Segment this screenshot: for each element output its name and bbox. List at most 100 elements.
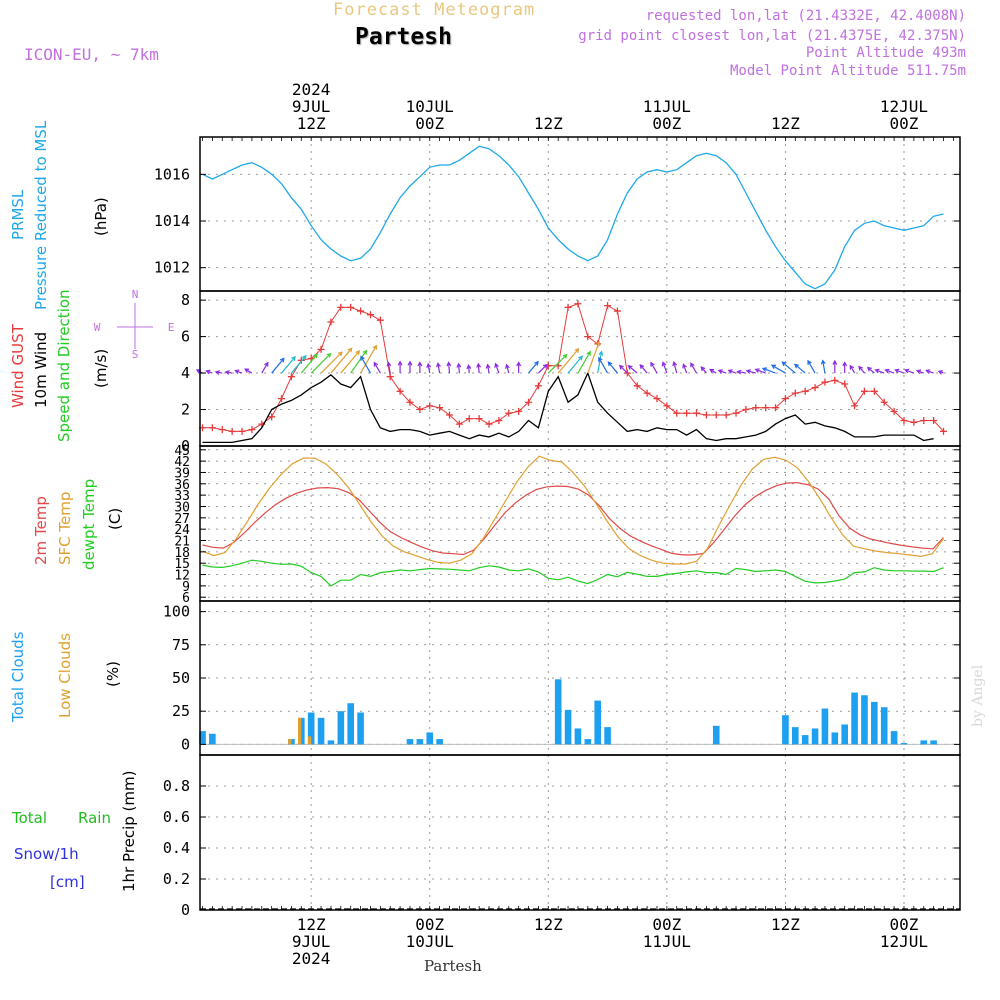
wind-direction-arrow <box>537 363 548 374</box>
wind-direction-arrow <box>842 361 848 374</box>
cloud-bar-total <box>851 692 858 745</box>
gust-marker <box>218 426 226 434</box>
gust-line <box>202 303 944 432</box>
cloud-bar-total <box>327 740 335 745</box>
time-label-top: 00Z <box>652 114 681 133</box>
wind-direction-arrow <box>516 361 522 374</box>
wind-direction-arrow <box>915 369 924 375</box>
gust-marker <box>584 333 592 341</box>
compass-rose-icon <box>117 303 153 349</box>
gust-marker <box>811 384 819 392</box>
wind-direction-arrow <box>627 364 638 374</box>
gust-marker <box>248 426 256 434</box>
gust-marker <box>900 416 908 424</box>
cloud-bar-low <box>307 736 312 745</box>
cloud-bar-total <box>307 712 315 745</box>
wind-direction-arrow <box>597 350 604 374</box>
gust-marker <box>446 411 453 419</box>
cloud-bar-total <box>712 725 720 745</box>
wind-direction-arrow <box>271 357 285 374</box>
wind-direction-arrow <box>661 361 668 374</box>
gust-marker <box>791 389 799 397</box>
wind-direction-arrow <box>925 369 934 374</box>
wind-direction-arrow <box>587 340 601 374</box>
y-tick-label: 4 <box>181 364 190 382</box>
gust-marker <box>623 369 631 377</box>
cloud-bar-total <box>357 712 364 745</box>
gust-marker <box>376 316 384 324</box>
model-point-altitude: Model Point Altitude 511.75m <box>729 63 966 79</box>
gust-marker <box>910 418 918 426</box>
y-tick-label: 21 <box>174 535 190 550</box>
wind-direction-arrow <box>360 355 371 374</box>
compass-label-compass_w: W <box>94 321 101 334</box>
cloud-bar-total <box>792 727 799 745</box>
wind-direction-arrow <box>761 367 776 374</box>
cloud-bar-total <box>782 715 789 745</box>
wind-direction-arrow <box>320 351 343 374</box>
pressure-line <box>202 145 944 290</box>
y-tick-label: 6 <box>182 591 190 606</box>
wind-direction-arrow <box>407 360 413 374</box>
wind-direction-arrow <box>417 361 423 374</box>
gust-marker <box>940 427 947 435</box>
cloud-bar-total <box>841 724 848 745</box>
y-tick-label: 8 <box>181 291 190 309</box>
time-label-bottom: 00Z <box>890 915 919 934</box>
gust-marker <box>515 407 523 415</box>
wind-direction-arrow <box>505 363 510 374</box>
wind-direction-arrow <box>426 362 432 374</box>
time-label-top: 12JUL <box>880 97 928 116</box>
wind-direction-arrow <box>244 368 253 374</box>
wind-direction-arrow <box>476 362 482 374</box>
cloud-bar-total <box>416 739 424 745</box>
wind-direction-arrow <box>807 359 816 374</box>
wind-direction-arrow <box>373 361 381 374</box>
gust-marker <box>278 395 286 403</box>
gust-marker <box>930 416 938 424</box>
gust-marker <box>426 402 434 410</box>
y-tick-label: 33 <box>174 489 190 504</box>
y-tick-label: 100 <box>163 603 190 621</box>
y-tick-label: 18 <box>174 546 190 561</box>
gust-marker <box>574 300 582 308</box>
wind-direction-arrow <box>557 347 580 374</box>
wind-direction-arrow <box>874 368 885 374</box>
gust-marker <box>712 411 720 419</box>
y-tick-label: 27 <box>174 512 190 527</box>
y-tick-label: 39 <box>174 466 190 481</box>
gust-marker <box>455 420 463 428</box>
gust-marker <box>495 416 503 424</box>
wind-direction-arrow <box>709 368 717 374</box>
gust-marker <box>732 409 740 417</box>
y-tick-label: 2 <box>181 401 190 419</box>
gust-marker <box>801 387 809 395</box>
wind-direction-arrow <box>360 344 378 374</box>
wind-direction-arrow <box>832 359 838 374</box>
wind-direction-arrow <box>650 361 658 374</box>
gust-marker <box>851 402 859 410</box>
gust-marker <box>485 420 493 428</box>
y-tick-label: 1016 <box>154 165 190 183</box>
gust-marker <box>920 416 928 424</box>
dewpt-line <box>202 559 944 587</box>
y-tick-label: 50 <box>172 669 190 687</box>
gust-marker <box>722 411 730 419</box>
time-label-top: 00Z <box>890 114 919 133</box>
gust-marker <box>525 398 533 406</box>
compass-label-compass_ns_top: N <box>132 288 139 301</box>
time-label-top: 9JUL <box>292 97 331 116</box>
gust-marker <box>831 376 839 384</box>
wind-direction-arrow <box>639 363 648 374</box>
y-tick-label: 9 <box>182 580 190 595</box>
gust-marker <box>564 303 572 311</box>
wind-direction-arrow <box>485 363 491 374</box>
wind-direction-arrow <box>736 369 747 375</box>
wind-direction-arrow <box>781 361 796 374</box>
wind-direction-arrow <box>261 361 269 374</box>
cloud-bar-total <box>801 735 809 745</box>
wind-direction-arrow <box>281 355 296 374</box>
gust-marker <box>396 387 404 395</box>
gust-marker <box>860 387 868 395</box>
gust-marker <box>208 424 216 432</box>
